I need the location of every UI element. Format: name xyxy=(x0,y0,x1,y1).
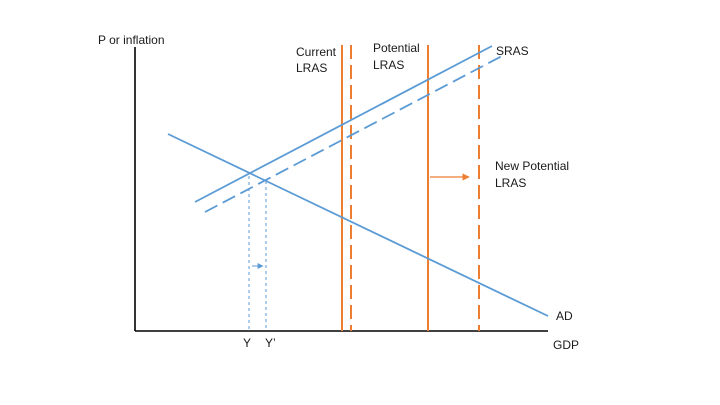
new-potential-lras-label-line2: LRAS xyxy=(495,176,526,190)
y-output-label: Y xyxy=(243,336,251,350)
x-axis-label: GDP xyxy=(553,338,579,352)
y-prime-output-label: Y’ xyxy=(265,336,276,350)
ad-line xyxy=(167,133,549,317)
sras-line xyxy=(194,45,493,203)
y-axis-label: P or inflation xyxy=(98,33,165,47)
new-potential-lras-label-line1: New Potential xyxy=(495,159,569,173)
sras-shifted-line xyxy=(204,55,503,213)
ad-label: AD xyxy=(556,309,573,323)
current-lras-label-line1: Current xyxy=(296,45,337,59)
potential-lras-label-line2: LRAS xyxy=(373,58,404,72)
current-lras-label-line2: LRAS xyxy=(296,61,327,75)
sras-label: SRAS xyxy=(496,44,529,58)
potential-lras-label-line1: Potential xyxy=(373,41,420,55)
